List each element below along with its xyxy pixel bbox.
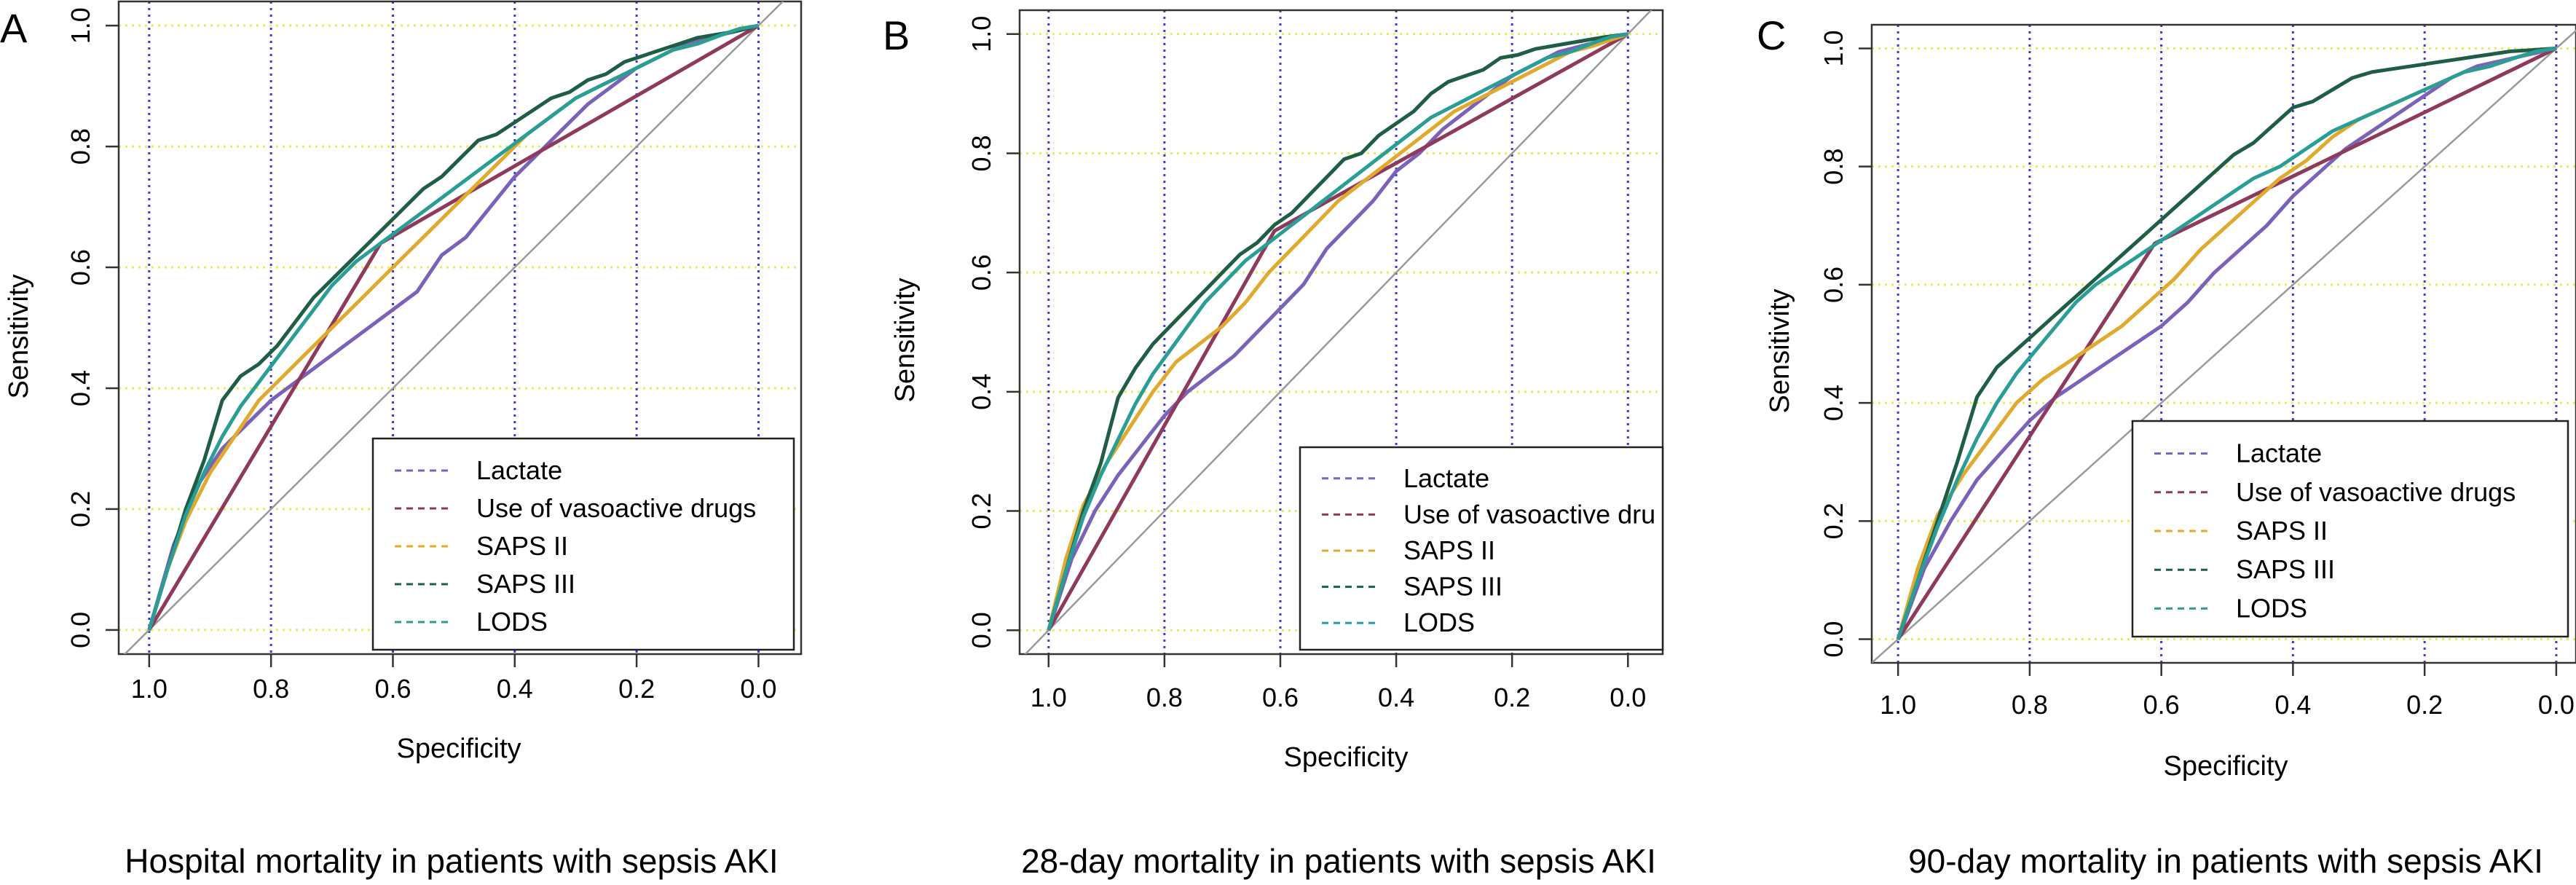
y-tick-label: 0.4 <box>66 370 95 406</box>
y-tick-label: 1.0 <box>1819 30 1848 66</box>
y-tick-label: 0.2 <box>966 493 996 530</box>
legend-label: LODS <box>2236 593 2307 623</box>
legend-label: Use of vasoactive dru <box>1403 499 1655 529</box>
x-tick-label: 0.0 <box>740 674 776 704</box>
legend-box <box>1299 446 1664 651</box>
legend: Lactate Use of vasoactive drugs SAPS II SAP… <box>371 437 795 651</box>
x-tick-label: 0.2 <box>618 674 655 704</box>
panel-caption: Hospital mortality in patients with seps… <box>125 842 778 880</box>
panel-letter: C <box>1757 12 1786 58</box>
x-tick-label: 0.0 <box>2538 690 2575 720</box>
x-tick-label: 0.6 <box>2143 690 2180 720</box>
y-tick-label: 0.8 <box>1819 149 1848 185</box>
legend-label: SAPS II <box>1403 535 1495 565</box>
legend-label: SAPS III <box>476 569 575 599</box>
x-axis-title: Specificity <box>396 733 521 764</box>
roc-curve-saps-ii <box>1047 32 1629 631</box>
legend-box <box>2131 420 2569 638</box>
roc-curve-saps-iii <box>147 23 760 631</box>
x-tick-label: 0.2 <box>1494 683 1530 712</box>
legend-label: LODS <box>1403 607 1475 637</box>
legend-label: SAPS III <box>2236 554 2335 584</box>
x-tick-label: 1.0 <box>131 674 168 704</box>
reference-diagonal <box>1872 29 2576 663</box>
plot-frame <box>1870 23 2576 664</box>
panel-caption: 28-day mortality in patients with sepsis… <box>1021 842 1656 880</box>
x-tick-label: 0.6 <box>374 674 411 704</box>
roc-curve-saps-iii <box>1047 32 1628 631</box>
legend-label: LODS <box>476 607 548 637</box>
x-tick-label: 0.0 <box>1610 683 1646 712</box>
x-tick-label: 1.0 <box>1880 690 1916 720</box>
legend-label: SAPS II <box>2236 516 2328 546</box>
y-tick-label: 0.4 <box>966 374 996 410</box>
legend: Lactate Use of vasoactive drugs SAPS II SAP… <box>2131 420 2569 638</box>
y-axis-title: Sensitivity <box>890 278 921 402</box>
legend-box <box>371 437 795 651</box>
x-tick-label: 0.6 <box>1262 683 1299 712</box>
legend-label: SAPS II <box>476 531 568 561</box>
legend: Lactate Use of vasoactive dru SAPS II SAPS … <box>1299 446 1664 651</box>
panel-letter: B <box>883 12 910 58</box>
panel-letter: A <box>0 5 28 51</box>
y-tick-label: 0.2 <box>66 491 95 527</box>
roc-panel-b: 0.0 0.2 0.4 0.6 0.8 1.0 1.0 0.8 0.6 0.4 0.2 0.0 Spec… <box>883 9 1664 880</box>
y-tick-label: 0.0 <box>66 612 95 648</box>
roc-curve-lods <box>1047 32 1628 631</box>
roc-panel-a: 0.0 0.2 0.4 0.6 0.8 1.0 1.0 0.8 0.6 0.4 0.2 0.0 Spec… <box>0 0 803 880</box>
roc-curve-lods <box>147 23 759 631</box>
y-tick-label: 0.0 <box>966 612 996 648</box>
x-tick-label: 0.8 <box>1146 683 1183 712</box>
x-tick-label: 0.8 <box>253 674 289 704</box>
y-axis-title: Sensitivity <box>1765 288 1795 413</box>
roc-curve-use-of-vasoactive-dru <box>1047 32 1629 632</box>
y-tick-label: 0.2 <box>1819 503 1848 539</box>
y-tick-label: 1.0 <box>966 16 996 52</box>
y-tick-label: 0.8 <box>66 128 95 165</box>
y-tick-label: 0.6 <box>66 249 95 286</box>
legend-label: Lactate <box>1403 463 1489 493</box>
reference-diagonal <box>123 1 784 654</box>
panel-caption: 90-day mortality in patients with sepsis… <box>1908 842 2543 880</box>
x-axis-title: Specificity <box>2163 751 2288 782</box>
legend-label: Lactate <box>2236 438 2322 468</box>
y-tick-label: 0.6 <box>966 254 996 291</box>
y-tick-label: 0.0 <box>1819 621 1848 658</box>
legend-label: SAPS III <box>1403 572 1502 602</box>
x-tick-label: 0.4 <box>1378 683 1414 712</box>
y-axis-title: Sensitivity <box>4 274 34 398</box>
x-axis-title: Specificity <box>1283 742 1408 773</box>
reference-diagonal <box>1024 10 1653 654</box>
x-tick-label: 0.4 <box>2274 690 2311 720</box>
x-tick-label: 0.2 <box>2406 690 2443 720</box>
y-tick-label: 0.8 <box>966 135 996 171</box>
y-tick-label: 0.4 <box>1819 385 1848 421</box>
roc-curve-lods <box>1896 46 2557 640</box>
legend-label: Lactate <box>476 455 562 485</box>
y-tick-label: 1.0 <box>66 7 95 44</box>
legend-label: Use of vasoactive drugs <box>476 493 756 523</box>
roc-panel-c: 0.0 0.2 0.4 0.6 0.8 1.0 1.0 0.8 0.6 0.4 0.2 0.0 Spec… <box>1757 12 2576 880</box>
legend-label: Use of vasoactive drugs <box>2236 477 2516 507</box>
y-tick-label: 0.6 <box>1819 267 1848 303</box>
x-tick-label: 1.0 <box>1031 683 1067 712</box>
plot-frame <box>1018 9 1664 656</box>
roc-curve-saps-iii <box>1896 46 2557 640</box>
plot-frame <box>117 0 803 656</box>
x-tick-label: 0.8 <box>2012 690 2048 720</box>
x-tick-label: 0.4 <box>497 674 533 704</box>
